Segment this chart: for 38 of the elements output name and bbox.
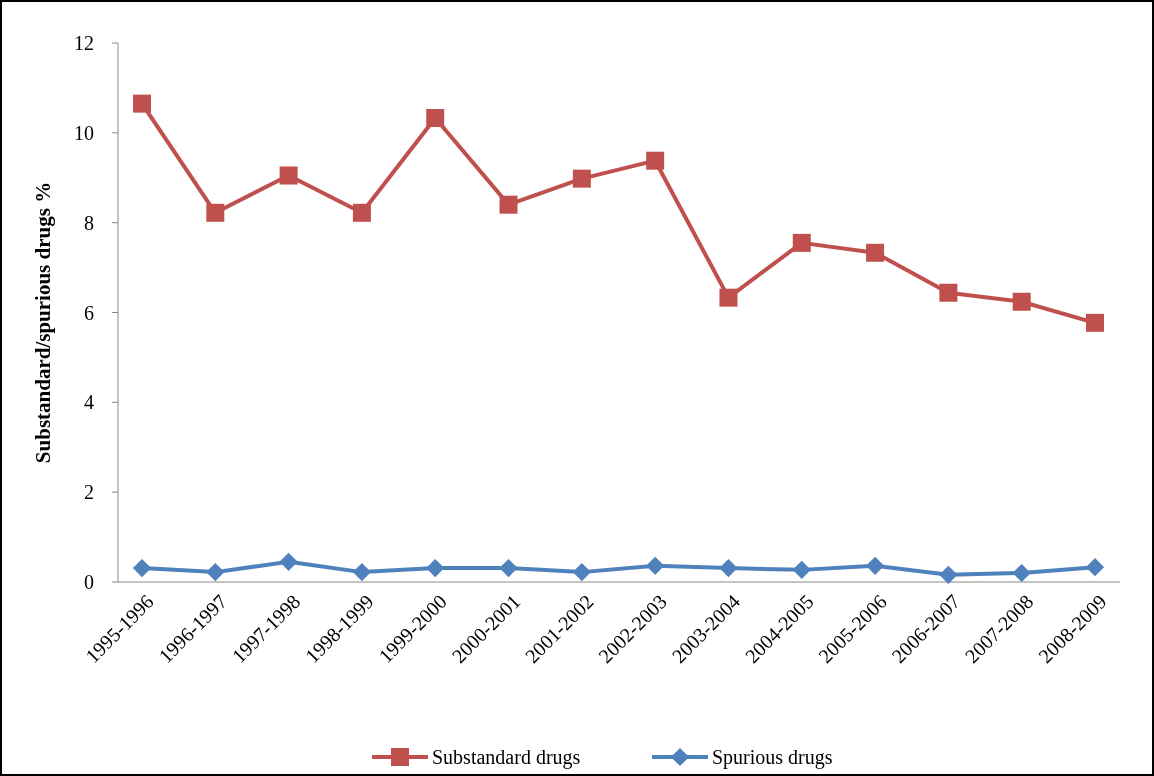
y-tick-label: 0 <box>84 571 94 593</box>
point <box>279 166 298 185</box>
point <box>206 203 225 222</box>
point <box>866 243 885 262</box>
y-tick-label: 6 <box>84 301 94 324</box>
point <box>646 556 665 575</box>
point <box>499 558 518 578</box>
point <box>719 558 738 578</box>
point <box>352 203 371 222</box>
point <box>792 560 811 579</box>
y-tick-label: 4 <box>84 391 94 414</box>
y-tick-label: 2 <box>84 481 94 504</box>
point <box>426 109 445 128</box>
point <box>646 151 665 170</box>
point <box>719 288 738 307</box>
legend-label: Substandard drugs <box>432 746 581 769</box>
point <box>939 565 958 584</box>
legend-label: Spurious drugs <box>712 746 833 769</box>
point <box>1085 558 1105 577</box>
point <box>426 558 445 578</box>
point <box>206 563 225 582</box>
point <box>572 169 591 188</box>
point <box>792 233 811 252</box>
y-tick-label: 8 <box>84 211 94 234</box>
point <box>1086 313 1104 332</box>
point <box>1012 563 1031 583</box>
point <box>133 94 151 113</box>
point <box>499 195 518 214</box>
y-axis-title: Substandard/spurious drugs % <box>31 181 55 464</box>
point <box>132 558 152 578</box>
point <box>352 563 372 582</box>
point <box>279 552 298 571</box>
point <box>939 283 958 302</box>
y-tick-label: 10 <box>74 121 94 144</box>
point <box>1012 292 1031 311</box>
point <box>572 563 591 582</box>
point <box>865 556 885 575</box>
y-tick-label: 12 <box>74 32 94 54</box>
